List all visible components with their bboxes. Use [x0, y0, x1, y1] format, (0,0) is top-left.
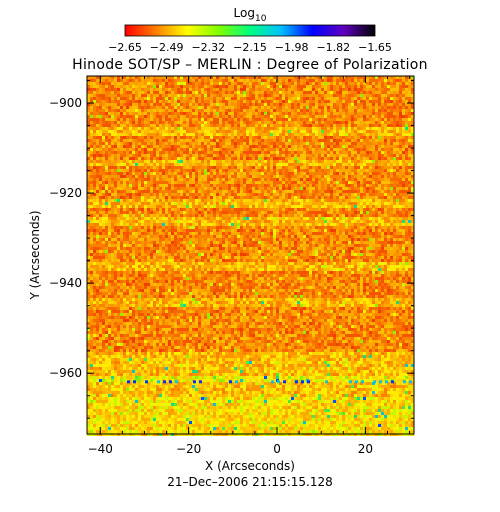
x-tick-label: −40 [88, 442, 113, 456]
y-tick-label: −940 [49, 276, 82, 290]
colorbar-tick-label: −1.82 [316, 41, 350, 54]
y-tick-label: −920 [49, 186, 82, 200]
colorbar-tick-label: −1.65 [358, 41, 392, 54]
x-tick-label: 20 [358, 442, 373, 456]
y-axis-label: Y (Arcseconds) [28, 210, 42, 300]
colorbar-tick-label: −2.49 [150, 41, 184, 54]
colorbar-tick-label: −1.98 [275, 41, 309, 54]
heatmap-image [87, 76, 414, 436]
y-tick-label: −960 [49, 366, 82, 380]
x-tick-label: 0 [273, 442, 281, 456]
observation-timestamp: 21–Dec–2006 21:15:15.128 [167, 475, 332, 489]
axes: −40 −20 0 20 −900 −920 −940 −960 [49, 76, 414, 456]
colorbar-label: Log10 [234, 6, 267, 24]
x-tick-label: −20 [176, 442, 201, 456]
colorbar [124, 24, 376, 37]
chart-title: Hinode SOT/SP – MERLIN : Degree of Polar… [72, 57, 428, 73]
colorbar-tick-label: −2.32 [191, 41, 225, 54]
colorbar-tick-label: −2.65 [108, 41, 142, 54]
colorbar-tick-labels: −2.65 −2.49 −2.32 −2.15 −1.98 −1.82 −1.65 [108, 41, 392, 54]
x-axis-label: X (Arcseconds) [205, 459, 295, 473]
colorbar-tick-label: −2.15 [233, 41, 267, 54]
plot-frame [86, 75, 415, 435]
y-tick-label: −900 [49, 96, 82, 110]
